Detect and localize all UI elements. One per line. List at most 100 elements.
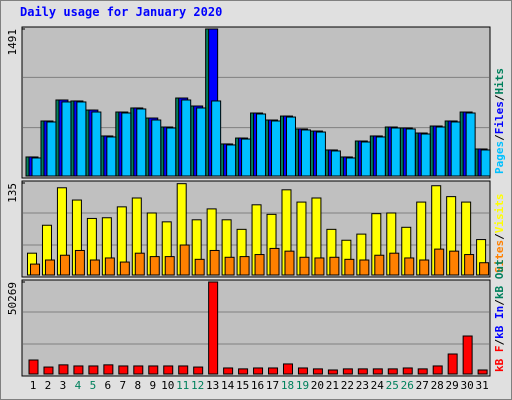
bar	[449, 250, 460, 276]
bar	[149, 256, 160, 276]
x-tick-label: 28	[431, 379, 444, 392]
bar	[282, 363, 293, 375]
x-tick-label: 18	[281, 379, 294, 392]
bar	[479, 262, 490, 276]
bar	[465, 112, 476, 177]
legend-entry: Visits	[493, 194, 506, 234]
bar	[419, 259, 430, 276]
x-tick-label: 3	[60, 379, 67, 392]
x-tick-label: 23	[356, 379, 369, 392]
x-tick-label: 31	[475, 379, 488, 392]
bar	[104, 257, 115, 276]
x-tick-label: 13	[206, 379, 219, 392]
bar	[268, 367, 279, 375]
bar	[163, 365, 174, 375]
bar	[226, 144, 237, 177]
bar	[435, 126, 446, 177]
bar	[300, 129, 311, 177]
bar	[211, 100, 222, 177]
legend-separator: /	[493, 339, 506, 346]
x-tick-label: 22	[341, 379, 354, 392]
bar	[209, 249, 220, 276]
bar	[464, 254, 475, 276]
bar	[345, 157, 356, 177]
bar	[402, 367, 413, 375]
x-tick-label: 6	[105, 379, 112, 392]
bar	[193, 366, 204, 375]
bar	[239, 256, 250, 276]
bar	[254, 254, 265, 276]
bar	[76, 101, 87, 177]
bar	[417, 368, 428, 375]
bar	[238, 368, 249, 375]
x-tick-label: 29	[446, 379, 459, 392]
bar	[329, 256, 340, 276]
bar	[271, 120, 282, 177]
bar	[357, 368, 368, 375]
bar	[342, 368, 353, 375]
bar	[312, 368, 323, 375]
bar	[103, 364, 114, 375]
x-tick-label: 30	[461, 379, 474, 392]
bar	[164, 256, 175, 276]
bar	[480, 149, 491, 177]
bar	[73, 365, 84, 375]
bar	[462, 335, 473, 375]
bar	[28, 359, 39, 375]
bar	[360, 141, 371, 177]
legend: kB F/kB In/kB Out	[493, 259, 506, 372]
panel	[21, 279, 491, 377]
x-tick-label: 24	[371, 379, 385, 392]
bar	[208, 281, 219, 375]
bar	[121, 112, 132, 177]
legend-entry: kB In	[493, 306, 506, 339]
bar	[91, 111, 102, 177]
chart-title: Daily usage for January 2020	[20, 5, 222, 19]
bar	[74, 249, 85, 276]
bar	[389, 252, 400, 276]
legend-separator: /	[493, 299, 506, 306]
legend-entry: Files	[493, 101, 506, 134]
x-tick-label: 21	[326, 379, 339, 392]
bar	[450, 121, 461, 177]
bar	[241, 138, 252, 177]
x-tick-label: 25	[386, 379, 399, 392]
x-tick-label: 2	[45, 379, 52, 392]
bar	[375, 136, 386, 177]
legend-entry: Pages	[493, 141, 506, 174]
x-tick-label: 14	[221, 379, 235, 392]
x-tick-label: 19	[296, 379, 309, 392]
legend-separator: /	[493, 233, 506, 240]
x-tick-label: 17	[266, 379, 279, 392]
legend-entry: kB Out	[493, 259, 506, 299]
bar	[43, 366, 54, 375]
x-tick-label: 4	[75, 379, 82, 392]
bar	[194, 258, 205, 276]
x-tick-label: 7	[120, 379, 127, 392]
x-tick-label: 5	[90, 379, 97, 392]
bar	[196, 107, 207, 177]
bar	[89, 259, 100, 276]
legend-entry: Hits	[493, 68, 506, 95]
bar	[447, 353, 458, 375]
bar	[106, 136, 117, 177]
bar	[477, 369, 488, 375]
bar	[44, 259, 55, 276]
bar	[133, 365, 144, 375]
legend-entry: Sites	[493, 240, 506, 273]
bar	[223, 367, 234, 375]
bar	[46, 121, 57, 177]
bar	[151, 119, 162, 177]
bar	[179, 244, 190, 276]
bar	[359, 259, 370, 276]
bar	[61, 101, 72, 177]
bar	[390, 127, 401, 177]
bar	[387, 368, 398, 375]
x-tick-label: 16	[251, 379, 264, 392]
legend-separator: /	[493, 134, 506, 141]
bar	[299, 256, 310, 276]
bar	[315, 131, 326, 177]
bar	[58, 364, 69, 375]
bar	[269, 247, 280, 276]
y-tick-label: 1491	[6, 29, 19, 56]
